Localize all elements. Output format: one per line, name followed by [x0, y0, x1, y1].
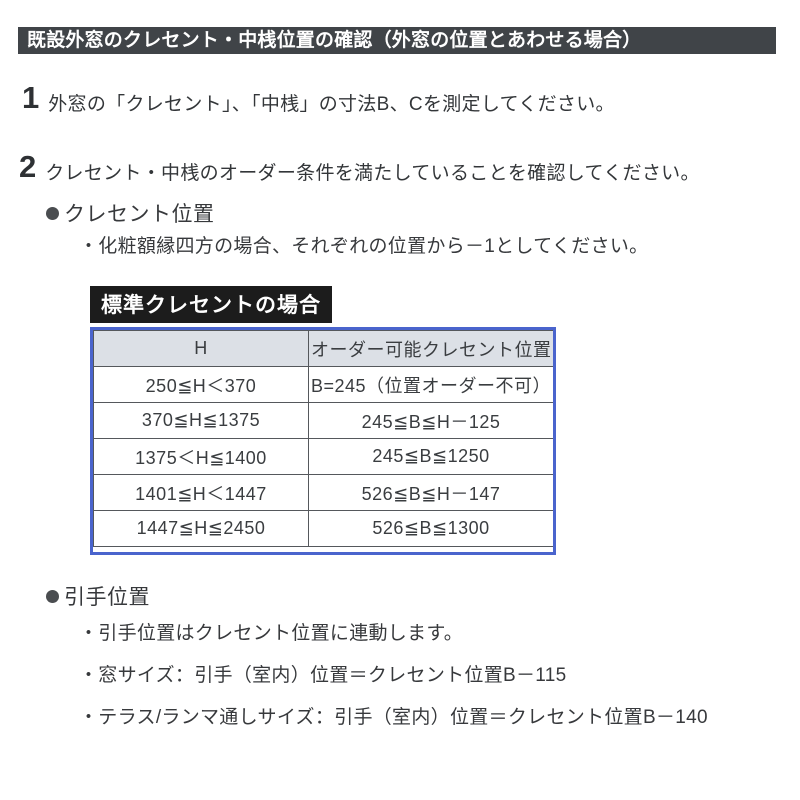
table-row: 370≦H≦1375 245≦B≦H－125 — [93, 402, 554, 439]
handle-position-note: ・引手位置はクレセント位置に連動します。 — [79, 623, 464, 644]
handle-position-heading: 引手位置 — [46, 581, 150, 611]
table-header-row: H オーダー可能クレセント位置 — [93, 330, 554, 367]
handle-position-note: ・窓サイズ：引手（室内）位置＝クレセント位置B－115 — [79, 665, 567, 686]
crescent-position-heading: クレセント位置 — [46, 198, 215, 228]
table-caption: 標準クレセントの場合 — [90, 286, 332, 323]
handle-position-note: ・テラス/ランマ通しサイズ：引手（室内）位置＝クレセント位置B－140 — [79, 707, 708, 728]
section-title-bar: 既設外窓のクレセント・中桟位置の確認（外窓の位置とあわせる場合） — [18, 27, 776, 54]
handle-position-heading-label: 引手位置 — [64, 586, 150, 609]
cell-position-range: 526≦B≦H－147 — [308, 474, 554, 511]
bullet-icon — [46, 589, 59, 603]
table-row: 1401≦H＜1447 526≦B≦H－147 — [93, 474, 554, 511]
cell-h-range: 1447≦H≦2450 — [93, 510, 309, 547]
step-1-text: 外窓の「クレセント」、「中桟」の寸法B、Cを測定してください。 — [48, 94, 615, 115]
table-header-h: H — [93, 330, 309, 367]
section-title: 既設外窓のクレセント・中桟位置の確認（外窓の位置とあわせる場合） — [27, 30, 642, 51]
cell-position-range: 245≦B≦H－125 — [308, 402, 554, 439]
step-2-text: クレセント・中桟のオーダー条件を満たしていることを確認してください。 — [45, 163, 700, 184]
step-2: 2 クレセント・中桟のオーダー条件を満たしていることを確認してください。 — [19, 151, 700, 185]
crescent-position-note: ・化粧額縁四方の場合、それぞれの位置から－1としてください。 — [79, 236, 649, 257]
crescent-position-heading-label: クレセント位置 — [64, 203, 215, 226]
cell-h-range: 370≦H≦1375 — [93, 402, 309, 439]
crescent-table: H オーダー可能クレセント位置 250≦H＜370 B=245（位置オーダー不可… — [93, 330, 554, 547]
cell-h-range: 1401≦H＜1447 — [93, 474, 309, 511]
table-header-position: オーダー可能クレセント位置 — [308, 330, 554, 367]
cell-h-range: 1375＜H≦1400 — [93, 438, 309, 475]
bullet-icon — [46, 206, 59, 220]
cell-h-range: 250≦H＜370 — [93, 366, 309, 403]
step-2-number: 2 — [19, 149, 37, 184]
step-1-number: 1 — [22, 80, 40, 115]
table-row: 1375＜H≦1400 245≦B≦1250 — [93, 438, 554, 475]
cell-position-range: 526≦B≦1300 — [308, 510, 554, 547]
table-row: 1447≦H≦2450 526≦B≦1300 — [93, 510, 554, 547]
cell-position-range: 245≦B≦1250 — [308, 438, 554, 475]
cell-position-range: B=245（位置オーダー不可） — [308, 366, 554, 403]
step-1: 1 外窓の「クレセント」、「中桟」の寸法B、Cを測定してください。 — [22, 82, 615, 116]
table-row: 250≦H＜370 B=245（位置オーダー不可） — [93, 366, 554, 403]
